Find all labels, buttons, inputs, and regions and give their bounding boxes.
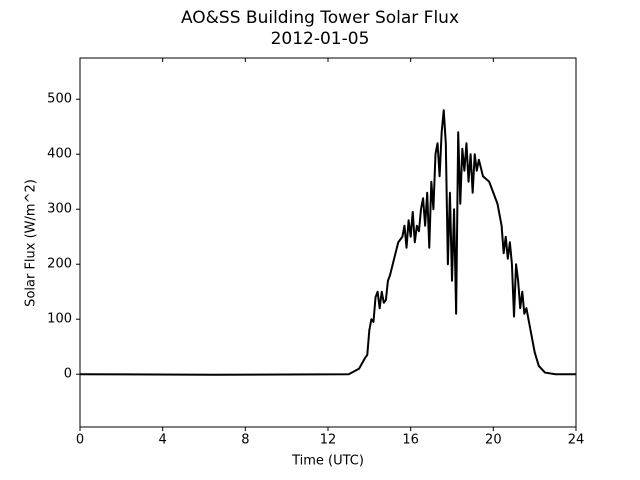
line-series: [79, 109, 576, 376]
x-tick-label: 8: [241, 433, 249, 448]
y-tick-label: 100: [47, 312, 72, 327]
y-axis-label: Solar Flux (W/m^2): [24, 179, 39, 307]
chart-subtitle: 2012-01-05: [271, 29, 370, 49]
y-tick-label: 0: [64, 367, 72, 382]
x-axis-label: Time (UTC): [291, 454, 364, 469]
x-tick-label: 24: [568, 433, 585, 448]
chart-title: AO&SS Building Tower Solar Flux: [181, 8, 459, 28]
x-tick-label: 16: [402, 433, 419, 448]
plot-frame: [79, 57, 577, 428]
x-tick-label: 12: [320, 433, 337, 448]
x-tick-label: 0: [76, 433, 84, 448]
y-tick-label: 300: [47, 202, 72, 217]
x-tick-label: 4: [159, 433, 167, 448]
y-tick-label: 400: [47, 147, 72, 162]
x-tick-label: 20: [485, 433, 502, 448]
y-tick-label: 500: [47, 92, 72, 107]
y-tick-label: 200: [47, 257, 72, 272]
